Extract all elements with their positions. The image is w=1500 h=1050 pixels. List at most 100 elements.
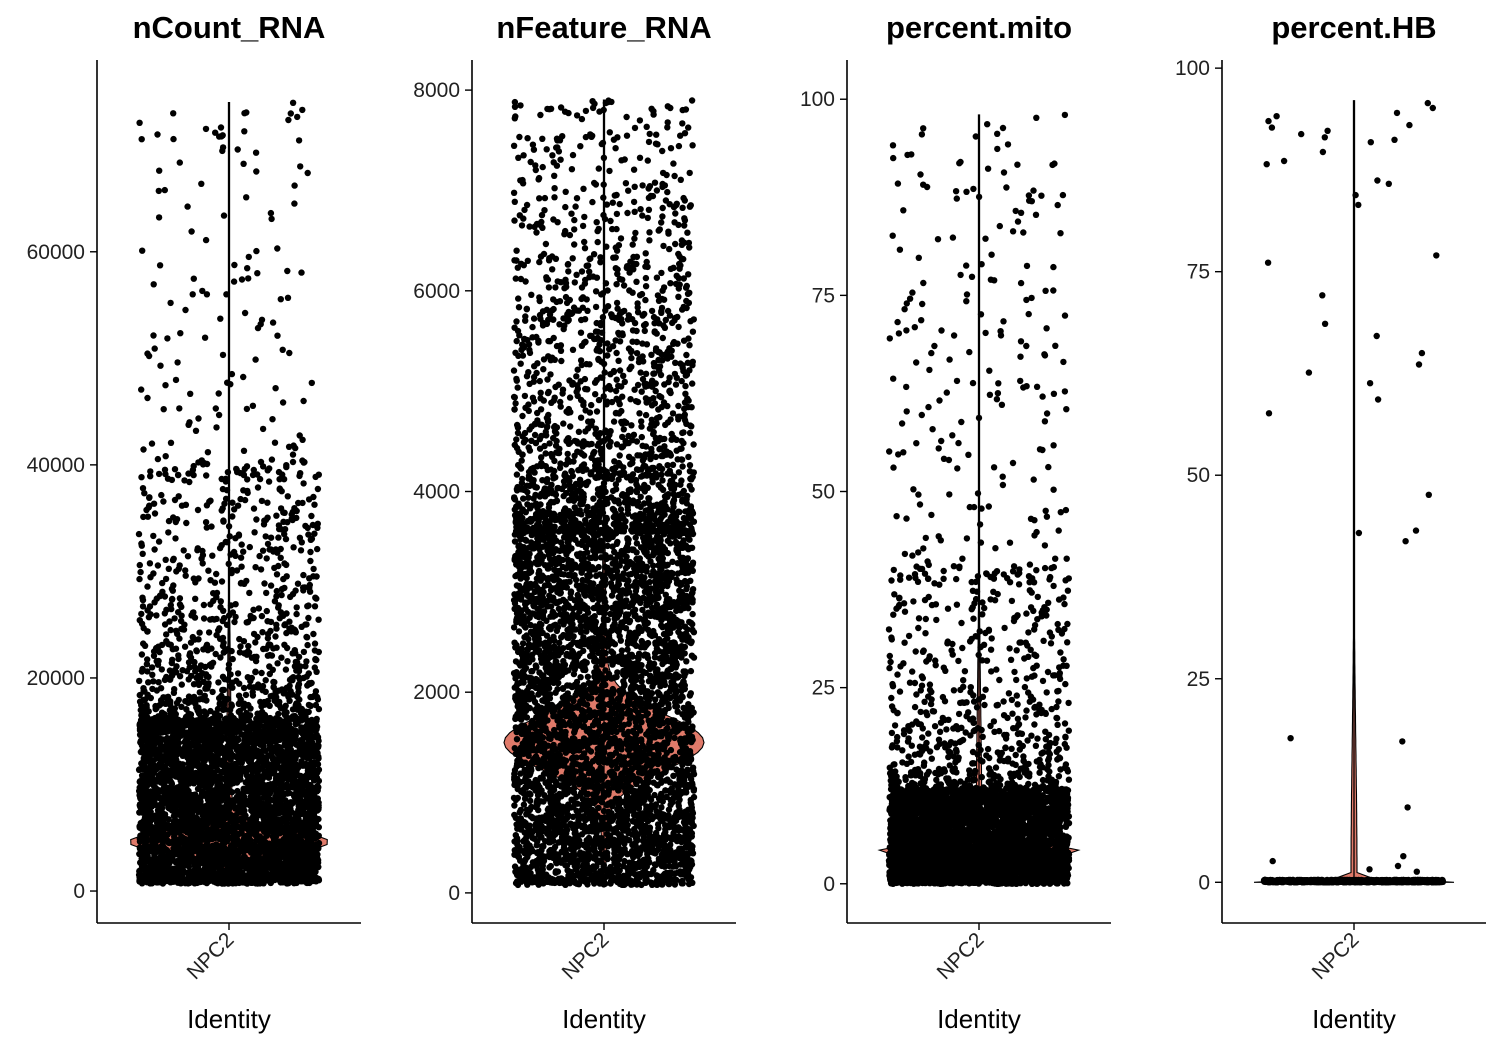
data-point — [183, 802, 190, 809]
data-point — [274, 660, 281, 667]
data-point — [255, 750, 262, 757]
data-point — [240, 548, 247, 555]
data-point — [268, 456, 276, 463]
data-point — [245, 253, 252, 261]
data-point — [223, 858, 230, 866]
data-point — [176, 673, 184, 680]
data-point — [283, 866, 291, 873]
data-point — [228, 812, 235, 819]
data-point — [222, 478, 229, 485]
data-point — [138, 540, 145, 547]
data-point — [155, 470, 163, 478]
data-point — [251, 774, 258, 781]
data-point — [178, 811, 185, 818]
data-point — [307, 557, 314, 565]
data-point — [156, 745, 164, 752]
data-point — [178, 703, 185, 710]
data-point — [173, 516, 181, 523]
data-point — [157, 685, 165, 692]
data-point — [163, 836, 170, 844]
data-point — [228, 569, 235, 577]
data-point — [171, 686, 178, 693]
data-point — [144, 583, 151, 590]
data-point — [248, 879, 255, 886]
panel-title: nFeature_RNA — [496, 10, 711, 45]
data-point — [229, 770, 236, 777]
data-point — [209, 813, 217, 821]
data-point — [175, 609, 182, 616]
data-point — [259, 682, 267, 690]
data-point — [163, 798, 170, 805]
data-point — [217, 315, 224, 322]
data-point — [305, 708, 312, 716]
data-point — [188, 612, 195, 619]
data-point — [183, 519, 190, 527]
data-point — [315, 616, 322, 623]
data-point — [233, 735, 241, 742]
data-point — [165, 565, 172, 572]
data-point — [308, 750, 315, 758]
data-point — [144, 350, 151, 357]
data-point — [207, 707, 214, 715]
data-point — [308, 512, 315, 520]
data-point — [173, 748, 180, 756]
data-point — [262, 688, 269, 695]
data-point — [203, 641, 211, 648]
data-point — [286, 814, 293, 822]
data-point — [239, 794, 247, 801]
data-point — [137, 748, 145, 756]
data-point — [266, 670, 273, 678]
data-point — [278, 488, 285, 495]
data-point — [238, 541, 245, 548]
data-point — [257, 321, 264, 328]
data-point — [169, 733, 176, 740]
data-point — [144, 607, 151, 614]
data-point — [225, 560, 232, 568]
data-point — [286, 697, 293, 704]
data-point — [143, 704, 150, 711]
data-point — [170, 812, 178, 820]
data-point — [169, 595, 176, 603]
data-point — [223, 621, 231, 628]
data-point — [304, 169, 311, 177]
data-point — [270, 864, 277, 871]
data-point — [259, 775, 266, 782]
data-point — [232, 613, 239, 621]
data-point — [264, 769, 271, 776]
data-point — [175, 655, 182, 663]
data-point — [269, 870, 276, 877]
data-point — [199, 869, 206, 877]
data-point — [305, 670, 312, 677]
x-tick-label: NPC2 — [558, 928, 614, 984]
data-point — [150, 332, 157, 339]
data-point — [284, 294, 292, 301]
data-point — [260, 717, 268, 724]
data-point — [250, 855, 257, 862]
data-point — [297, 772, 304, 780]
data-point — [147, 574, 154, 581]
data-point — [160, 694, 167, 701]
data-point — [165, 822, 172, 829]
data-point — [235, 823, 242, 831]
data-point — [237, 776, 244, 783]
data-point — [162, 746, 169, 753]
data-point — [275, 820, 282, 827]
data-point — [303, 633, 310, 641]
data-point — [257, 698, 264, 706]
data-point — [166, 667, 174, 674]
data-point — [216, 625, 223, 632]
data-point — [169, 556, 177, 564]
data-point — [213, 631, 220, 639]
data-point — [138, 668, 146, 675]
data-point — [269, 319, 277, 326]
data-point — [259, 425, 267, 433]
data-point — [245, 642, 252, 650]
data-point — [200, 790, 208, 797]
data-point — [190, 575, 197, 582]
data-point — [212, 405, 219, 412]
data-point — [208, 663, 215, 670]
data-point — [213, 711, 221, 718]
data-point — [228, 647, 235, 655]
data-point — [291, 627, 299, 634]
data-point — [147, 750, 154, 758]
